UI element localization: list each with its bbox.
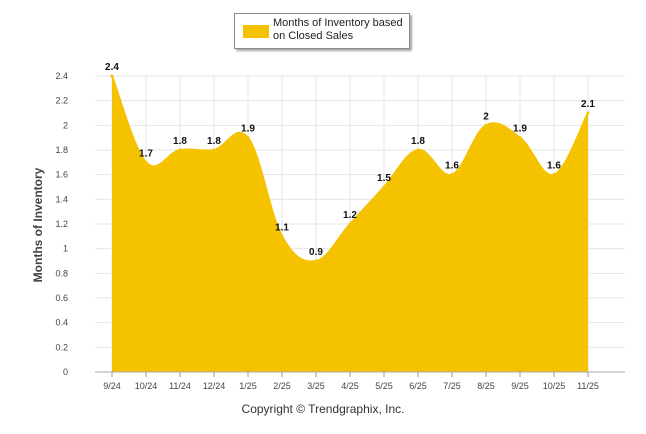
series-area bbox=[110, 74, 590, 372]
data-point bbox=[280, 234, 284, 238]
y-tick-label: 0.4 bbox=[55, 318, 68, 328]
data-point bbox=[314, 259, 318, 263]
data-label: 1.9 bbox=[513, 124, 527, 135]
y-tick-label: 1.4 bbox=[55, 194, 68, 204]
x-tick-label: 7/25 bbox=[443, 381, 461, 391]
legend-label: Months of Inventory based on Closed Sale… bbox=[273, 17, 403, 42]
data-label: 1.8 bbox=[207, 136, 221, 147]
data-label: 2 bbox=[483, 111, 489, 122]
data-label: 2.1 bbox=[581, 99, 595, 110]
data-point bbox=[246, 136, 250, 140]
x-tick-label: 11/25 bbox=[577, 381, 599, 391]
data-point bbox=[518, 136, 522, 140]
legend-swatch bbox=[243, 25, 269, 38]
x-tick-label: 9/24 bbox=[103, 381, 121, 391]
x-tick-label: 6/25 bbox=[409, 381, 427, 391]
data-label: 1.7 bbox=[139, 148, 153, 159]
x-tick-label: 10/24 bbox=[135, 381, 158, 391]
x-tick-label: 3/25 bbox=[307, 381, 325, 391]
x-tick-label: 4/25 bbox=[341, 381, 359, 391]
y-tick-label: 1.8 bbox=[55, 145, 68, 155]
data-point bbox=[484, 123, 488, 127]
copyright-text: Copyright © Trendgraphix, Inc. bbox=[241, 402, 405, 416]
y-tick-label: 0 bbox=[63, 367, 68, 377]
axes: 0 0.2 0.4 0.6 0.8 1 1.2 1.4 1.6 1.8 2 2.2 2.4 9/24 10/… bbox=[55, 71, 625, 391]
data-label: 2.4 bbox=[105, 62, 119, 73]
data-label: 1.1 bbox=[275, 222, 289, 233]
data-point bbox=[348, 222, 352, 226]
data-label: 1.6 bbox=[445, 161, 459, 172]
data-point bbox=[450, 173, 454, 177]
data-label: 1.2 bbox=[343, 210, 357, 221]
y-tick-label: 2.4 bbox=[55, 71, 68, 81]
x-tick-label: 11/24 bbox=[169, 381, 191, 391]
y-tick-label: 2.2 bbox=[55, 96, 68, 106]
data-label: 0.9 bbox=[309, 247, 323, 258]
y-tick-label: 1.6 bbox=[55, 170, 68, 180]
data-point bbox=[586, 111, 590, 115]
x-tick-label: 12/24 bbox=[203, 381, 226, 391]
legend[interactable]: Months of Inventory based on Closed Sale… bbox=[234, 13, 410, 49]
x-tick-label: 8/25 bbox=[477, 381, 495, 391]
data-point bbox=[178, 148, 182, 152]
y-tick-label: 0.8 bbox=[55, 268, 68, 278]
data-point bbox=[110, 74, 114, 78]
data-labels: 2.4 1.7 1.8 1.8 1.9 1.1 0.9 1.2 1.5 1.8 1.6 2 1.9 1.6… bbox=[105, 62, 595, 258]
area-line bbox=[111, 75, 589, 263]
y-axis-label: Months of Inventory bbox=[31, 167, 45, 282]
data-label: 1.8 bbox=[411, 136, 425, 147]
data-label: 1.5 bbox=[377, 173, 391, 184]
x-tick-label: 5/25 bbox=[375, 381, 393, 391]
data-point bbox=[212, 148, 216, 152]
y-tick-label: 0.6 bbox=[55, 293, 68, 303]
data-point bbox=[144, 160, 148, 164]
data-label: 1.8 bbox=[173, 136, 187, 147]
data-label: 1.9 bbox=[241, 124, 255, 135]
y-tick-label: 1 bbox=[63, 244, 68, 254]
x-tick-label: 1/25 bbox=[239, 381, 257, 391]
data-point bbox=[552, 173, 556, 177]
x-tick-label: 9/25 bbox=[511, 381, 529, 391]
data-point bbox=[382, 185, 386, 189]
data-point bbox=[416, 148, 420, 152]
y-tick-label: 2 bbox=[63, 120, 68, 130]
x-tick-label: 2/25 bbox=[273, 381, 291, 391]
x-tick-label: 10/25 bbox=[543, 381, 566, 391]
y-tick-label: 0.2 bbox=[55, 342, 68, 352]
data-label: 1.6 bbox=[547, 161, 561, 172]
y-tick-label: 1.2 bbox=[55, 219, 68, 229]
